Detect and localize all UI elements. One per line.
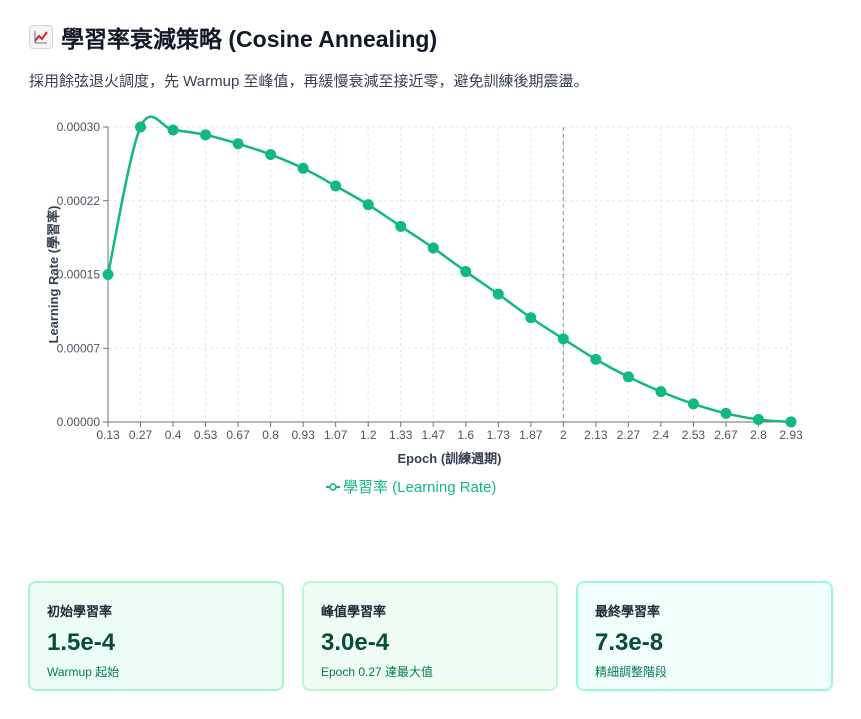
learning-rate-chart: 0.13 0.27 0.4 0.53 0.67 0.8 0.93 1.07 1.2 1.33 1.4… [46, 115, 803, 496]
stat-card-value: 7.3e-8 [595, 629, 664, 656]
data-point [167, 124, 179, 136]
chart-axes [103, 126, 792, 427]
page-subtitle: 採用餘弦退火調度，先 Warmup 至峰值，再緩慢衰減至接近零，避免訓練後期震盪… [29, 73, 589, 90]
y-tick-label: 0.00022 [57, 194, 101, 208]
chart-increasing-icon [29, 25, 53, 49]
x-tick-label: 1.33 [389, 428, 413, 442]
x-tick-label: 2.67 [714, 428, 738, 442]
data-point [135, 121, 147, 133]
x-tick-label: 0.93 [291, 428, 315, 442]
data-point [330, 180, 342, 192]
data-point [785, 416, 797, 428]
x-axis-title: Epoch (訓練週期) [398, 451, 502, 466]
stat-card-label: 峰值學習率 [321, 604, 387, 619]
stat-card-initial: 初始學習率 1.5e-4 Warmup 起始 [28, 581, 284, 691]
page-title: 學習率衰減策略 (Cosine Annealing) [29, 20, 588, 54]
x-tick-label: 1.6 [457, 428, 474, 442]
x-tick-label: 0.4 [165, 428, 182, 442]
y-tick-label: 0.00030 [57, 120, 101, 134]
y-tick-label: 0.00000 [57, 415, 101, 429]
stat-card-note: Warmup 起始 [47, 665, 120, 679]
x-tick-label: 1.07 [324, 428, 348, 442]
x-tick-label: 2.93 [779, 428, 803, 442]
data-point [460, 266, 472, 278]
chart-grid [107, 126, 792, 423]
chart-legend: 學習率 (Learning Rate) [326, 478, 496, 496]
x-tick-label: 2.4 [653, 428, 670, 442]
x-tick-label: 1.73 [487, 428, 511, 442]
stat-card-value: 3.0e-4 [321, 629, 390, 656]
data-point [265, 149, 277, 161]
chart-labels: 0.13 0.27 0.4 0.53 0.67 0.8 0.93 1.07 1.2 1.33 1.4… [46, 120, 803, 466]
y-tick-label: 0.00007 [57, 341, 101, 355]
data-point [200, 129, 212, 141]
data-point [362, 199, 374, 211]
y-axis-title: Learning Rate (學習率) [46, 206, 61, 344]
x-tick-label: 0.53 [194, 428, 218, 442]
x-tick-label: 1.87 [519, 428, 543, 442]
x-tick-label: 2 [560, 428, 567, 442]
x-tick-label: 1.2 [360, 428, 377, 442]
data-point [752, 414, 764, 426]
page-title-text: 學習率衰減策略 (Cosine Annealing) [61, 26, 438, 52]
stat-card-peak: 峰值學習率 3.0e-4 Epoch 0.27 達最大值 [302, 581, 558, 691]
data-point [590, 353, 602, 365]
stat-card-value: 1.5e-4 [47, 629, 116, 656]
data-point [427, 242, 439, 254]
x-tick-label: 0.8 [262, 428, 279, 442]
stat-card-label: 初始學習率 [47, 604, 113, 619]
x-tick-label: 2.8 [750, 428, 767, 442]
legend-swatch-marker [329, 483, 337, 491]
stat-card-label: 最終學習率 [595, 604, 661, 619]
data-point [232, 138, 244, 150]
data-point [687, 398, 699, 410]
x-tick-label: 0.27 [129, 428, 153, 442]
data-point [102, 269, 114, 280]
data-point [395, 220, 407, 232]
data-point [655, 386, 667, 398]
x-tick-label: 2.53 [682, 428, 706, 442]
data-point [492, 288, 504, 300]
x-tick-label: 2.27 [617, 428, 641, 442]
stat-card-final: 最終學習率 7.3e-8 精細調整階段 [576, 581, 833, 691]
legend-label: 學習率 (Learning Rate) [343, 478, 496, 496]
stat-card-note: 精細調整階段 [595, 665, 668, 679]
data-point [525, 312, 537, 324]
x-tick-label: 1.47 [422, 428, 446, 442]
chart-series [102, 115, 797, 428]
stat-cards: 初始學習率 1.5e-4 Warmup 起始 峰值學習率 3.0e-4 Epoc… [28, 581, 833, 691]
header: 學習率衰減策略 (Cosine Annealing) 採用餘弦退火調度，先 Wa… [29, 20, 588, 91]
x-tick-label: 0.13 [96, 428, 120, 442]
stat-card-note: Epoch 0.27 達最大值 [321, 665, 434, 679]
chart-container: 0.13 0.27 0.4 0.53 0.67 0.8 0.93 1.07 1.2 1.33 1.4… [0, 100, 861, 510]
x-tick-label: 0.67 [226, 428, 250, 442]
data-point [720, 407, 732, 419]
series-line [106, 115, 792, 424]
data-point [297, 162, 309, 174]
x-tick-label: 2.13 [584, 428, 608, 442]
y-tick-label: 0.00015 [57, 268, 101, 282]
data-point [557, 333, 569, 345]
data-point [622, 371, 634, 383]
